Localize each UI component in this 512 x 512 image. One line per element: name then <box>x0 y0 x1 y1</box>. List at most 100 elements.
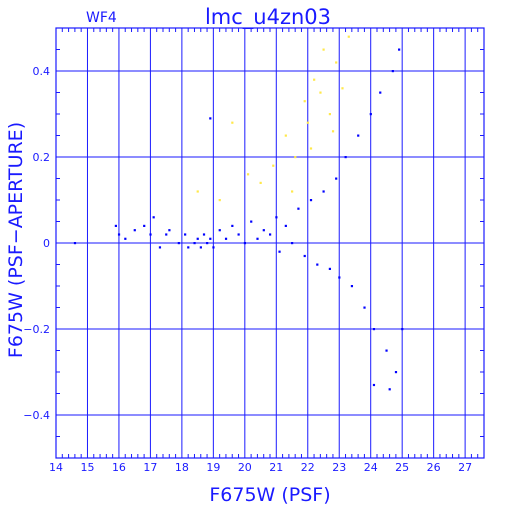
x-tick-label: 18 <box>175 461 189 474</box>
x-tick-label: 15 <box>80 461 94 474</box>
plot-frame <box>55 27 485 459</box>
data-point <box>202 233 206 236</box>
data-point <box>322 190 325 193</box>
data-point <box>209 237 212 240</box>
data-point <box>117 233 121 236</box>
data-point <box>231 224 234 227</box>
data-point <box>319 91 322 94</box>
x-tick-label: 17 <box>143 461 157 474</box>
chart-title: lmc_u4zn03 <box>205 5 331 30</box>
data-point <box>209 117 212 120</box>
y-tick-label: 0 <box>43 237 50 250</box>
axis-ticks: 14 15 16 17 18 19 20 21 22 23 24 25 26 27 −0.4 −0.2 0 0.2… <box>23 27 484 474</box>
data-point <box>391 70 394 73</box>
data-point <box>394 371 398 374</box>
subtitle: WF4 <box>86 10 117 26</box>
data-point <box>316 263 319 266</box>
y-tick-label: 0.4 <box>33 65 51 78</box>
data-point <box>313 78 316 81</box>
y-tick-label: −0.2 <box>23 323 50 336</box>
data-point <box>259 181 262 184</box>
x-tick-label: 16 <box>112 461 126 474</box>
x-tick-label: 27 <box>458 461 472 474</box>
x-axis-label: F675W (PSF) <box>209 484 330 506</box>
data-point <box>309 199 313 202</box>
data-point <box>328 113 331 116</box>
data-point <box>177 242 180 245</box>
data-point <box>357 134 360 137</box>
y-axis-label: F675W (PSF−APERTURE) <box>5 122 27 358</box>
data-point <box>278 250 281 253</box>
data-point <box>262 229 265 232</box>
data-point <box>294 156 297 159</box>
data-point <box>331 130 335 133</box>
data-point <box>269 233 272 236</box>
data-point <box>372 383 376 387</box>
data-point <box>297 207 300 210</box>
data-point <box>73 242 77 245</box>
data-point <box>291 242 294 245</box>
data-point <box>133 229 136 232</box>
data-point <box>341 87 344 90</box>
x-tick-label: 26 <box>427 461 441 474</box>
data-point <box>344 156 347 159</box>
data-point <box>284 224 287 227</box>
data-point <box>291 190 294 193</box>
data-point <box>335 61 338 64</box>
x-tick-label: 24 <box>364 461 378 474</box>
data-point <box>212 246 215 249</box>
data-point <box>237 233 240 236</box>
data-point <box>143 224 146 227</box>
x-tick-label: 25 <box>395 461 409 474</box>
data-point <box>246 173 250 176</box>
data-point <box>184 233 187 236</box>
data-point <box>372 328 376 331</box>
data-point <box>303 254 306 258</box>
x-tick-label: 22 <box>301 461 315 474</box>
data-point <box>149 233 152 236</box>
data-point <box>398 48 401 51</box>
x-tick-label: 19 <box>206 461 220 474</box>
data-point <box>350 285 354 288</box>
data-point <box>272 164 275 167</box>
y-tick-label: 0.2 <box>33 151 51 164</box>
data-point <box>224 237 228 240</box>
data-point <box>158 246 162 249</box>
x-tick-label: 14 <box>49 461 63 474</box>
data-point <box>385 349 388 352</box>
data-point <box>338 276 341 279</box>
data-point <box>369 113 372 116</box>
data-point <box>231 121 234 124</box>
data-point <box>335 177 338 180</box>
y-tick-label: −0.4 <box>23 409 50 422</box>
data-point <box>275 216 278 219</box>
data-points <box>73 35 404 391</box>
data-point <box>401 328 404 331</box>
grid-lines <box>55 28 484 458</box>
data-point <box>328 267 331 270</box>
data-point <box>363 306 366 309</box>
data-point <box>306 121 309 124</box>
data-point <box>218 199 221 202</box>
data-point <box>388 388 391 391</box>
data-point <box>165 233 168 236</box>
data-point <box>196 190 199 193</box>
data-point <box>347 35 350 38</box>
data-point <box>218 229 221 232</box>
data-point <box>206 242 209 245</box>
data-point <box>256 237 259 240</box>
data-point <box>322 48 325 51</box>
data-point <box>114 224 117 227</box>
x-tick-label: 23 <box>332 461 346 474</box>
data-point <box>196 237 199 240</box>
data-point <box>243 242 247 245</box>
data-point <box>152 216 155 219</box>
x-tick-label: 21 <box>269 461 283 474</box>
data-point <box>284 134 287 137</box>
data-point <box>309 147 313 150</box>
data-point <box>187 246 190 249</box>
data-point <box>193 242 196 245</box>
data-point <box>168 229 171 232</box>
